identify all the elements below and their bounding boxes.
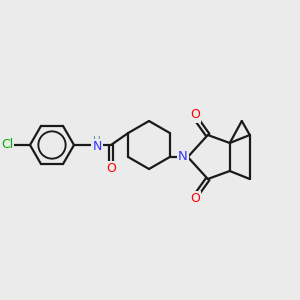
Text: O: O — [190, 109, 200, 122]
Text: H: H — [93, 136, 101, 146]
Text: O: O — [106, 163, 116, 176]
Text: Cl: Cl — [1, 139, 13, 152]
Text: N: N — [92, 140, 102, 154]
Text: N: N — [178, 151, 188, 164]
Text: O: O — [190, 193, 200, 206]
